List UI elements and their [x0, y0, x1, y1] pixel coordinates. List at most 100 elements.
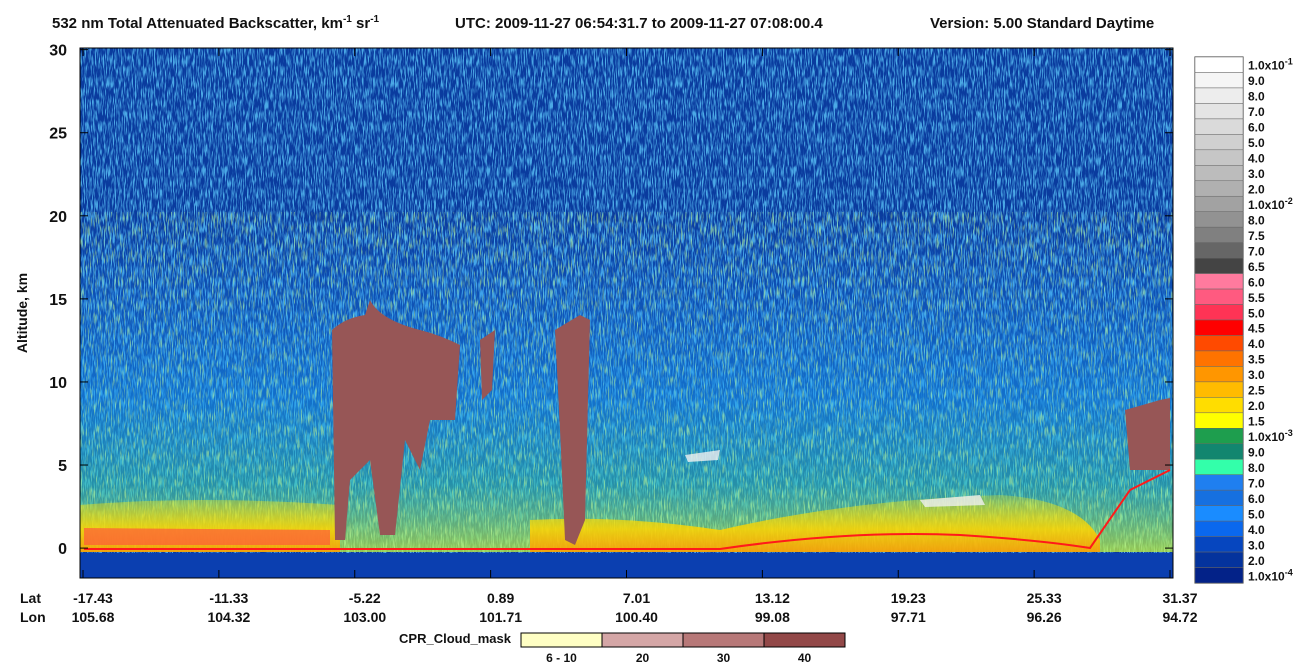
colorbar-swatch [1194, 428, 1244, 445]
cpr-label: 30 [717, 651, 731, 665]
x-row-label: Lon [20, 609, 46, 625]
colorbar-swatch [1194, 165, 1244, 182]
colorbar-label: 1.0x10-3 [1248, 428, 1293, 444]
colorbar-swatch [1194, 134, 1244, 151]
lon-label: 99.08 [755, 609, 790, 625]
colorbar-swatch [1194, 381, 1244, 398]
colorbar-label-base: 1.0x10 [1248, 59, 1285, 73]
colorbar-swatch [1194, 180, 1244, 197]
lat-label: 19.23 [891, 590, 926, 606]
colorbar-label: 5.5 [1248, 291, 1265, 305]
colorbar-swatch [1194, 273, 1244, 290]
colorbar-label: 2.0 [1248, 183, 1265, 197]
y-tick-label: 25 [49, 126, 67, 143]
colorbar-label: 2.5 [1248, 384, 1265, 398]
colorbar-label: 5.0 [1248, 136, 1265, 150]
utc-range: UTC: 2009-11-27 06:54:31.7 to 2009-11-27… [455, 15, 823, 32]
colorbar-label: 7.0 [1248, 476, 1265, 490]
colorbar-label: 4.0 [1248, 523, 1265, 537]
colorbar-label: 7.5 [1248, 229, 1265, 243]
colorbar-swatch [1194, 474, 1244, 491]
cpr-label: 6 - 10 [546, 651, 577, 665]
cpr-label: 20 [636, 651, 650, 665]
y-tick-label: 10 [49, 375, 67, 392]
lat-label: -11.33 [209, 590, 248, 606]
y-tick-label: 20 [49, 209, 67, 226]
colorbar-label: 3.0 [1248, 538, 1265, 552]
colorbar-label-exp: -1 [1285, 57, 1293, 67]
colorbar-label: 1.0x10-4 [1248, 567, 1293, 583]
colorbar-label: 1.0x10-2 [1248, 196, 1293, 212]
lon-label: 94.72 [1162, 609, 1197, 625]
colorbar-label: 7.0 [1248, 105, 1265, 119]
colorbar-swatch [1194, 412, 1244, 429]
colorbar-label: 3.0 [1248, 368, 1265, 382]
y-tick-label: 0 [58, 541, 67, 558]
lat-label: 7.01 [623, 590, 650, 606]
colorbar-label: 2.0 [1248, 399, 1265, 413]
lon-label: 100.40 [615, 609, 658, 625]
lon-label: 97.71 [891, 609, 926, 625]
colorbar-swatch [1194, 288, 1244, 305]
colorbar-swatch [1194, 87, 1244, 104]
colorbar-label: 1.0x10-1 [1248, 57, 1293, 73]
cpr-swatch [520, 632, 603, 648]
colorbar-swatch [1194, 551, 1244, 568]
colorbar-label-exp: -3 [1285, 428, 1293, 438]
cloud [555, 315, 590, 545]
colorbar-label: 4.0 [1248, 152, 1265, 166]
colorbar-label-base: 1.0x10 [1248, 198, 1285, 212]
lat-label: -17.43 [73, 590, 113, 606]
colorbar-label-base: 1.0x10 [1248, 569, 1285, 583]
colorbar-label: 6.5 [1248, 260, 1265, 274]
colorbar-label: 9.0 [1248, 446, 1265, 460]
colorbar-label: 3.5 [1248, 353, 1265, 367]
title-text: 532 nm Total Attenuated Backscatter, km [52, 15, 343, 32]
colorbar-label: 4.5 [1248, 322, 1265, 336]
lon-label: 96.26 [1027, 609, 1062, 625]
colorbar-label: 8.0 [1248, 213, 1265, 227]
colorbar-swatch [1194, 443, 1244, 460]
colorbar-label: 6.0 [1248, 492, 1265, 506]
colorbar-swatch [1194, 536, 1244, 553]
colorbar-swatch [1194, 118, 1244, 135]
colorbar-swatch [1194, 319, 1244, 336]
title-text: sr [352, 15, 371, 32]
colorbar-label: 6.0 [1248, 121, 1265, 135]
colorbar-swatch [1194, 226, 1244, 243]
colorbar-swatch [1194, 149, 1244, 166]
colorbar-swatch [1194, 335, 1244, 352]
colorbar-swatch [1194, 72, 1244, 89]
cpr-swatch [682, 632, 765, 648]
lat-label: -5.22 [349, 590, 381, 606]
colorbar-label: 8.0 [1248, 90, 1265, 104]
colorbar-swatch [1194, 103, 1244, 120]
cpr-label: 40 [798, 651, 812, 665]
backscatter-image [80, 48, 1173, 578]
colorbar-swatch [1194, 520, 1244, 537]
colorbar-swatch [1194, 195, 1244, 212]
lon-label: 103.00 [343, 609, 386, 625]
colorbar-swatch [1194, 211, 1244, 228]
lon-label: 105.68 [72, 609, 115, 625]
cpr-legend-title: CPR_Cloud_mask [399, 631, 512, 646]
y-tick-label: 30 [49, 43, 67, 60]
colorbar-label-exp: -2 [1285, 196, 1293, 206]
chart-title: 532 nm Total Attenuated Backscatter, km-… [52, 14, 380, 32]
cpr-swatch [763, 632, 846, 648]
colorbar-swatch [1194, 56, 1244, 73]
colorbar-label: 6.0 [1248, 275, 1265, 289]
lat-label: 31.37 [1162, 590, 1197, 606]
y-tick-label: 5 [58, 458, 67, 475]
colorbar-swatch [1194, 304, 1244, 321]
colorbar-label-base: 1.0x10 [1248, 430, 1285, 444]
x-row-label: Lat [20, 590, 41, 606]
cloud-top [685, 450, 985, 507]
colorbar-swatch [1194, 397, 1244, 414]
lat-label: 0.89 [487, 590, 514, 606]
lat-label: 13.12 [755, 590, 790, 606]
version: Version: 5.00 Standard Daytime [930, 15, 1154, 32]
y-tick-label: 15 [49, 292, 67, 309]
